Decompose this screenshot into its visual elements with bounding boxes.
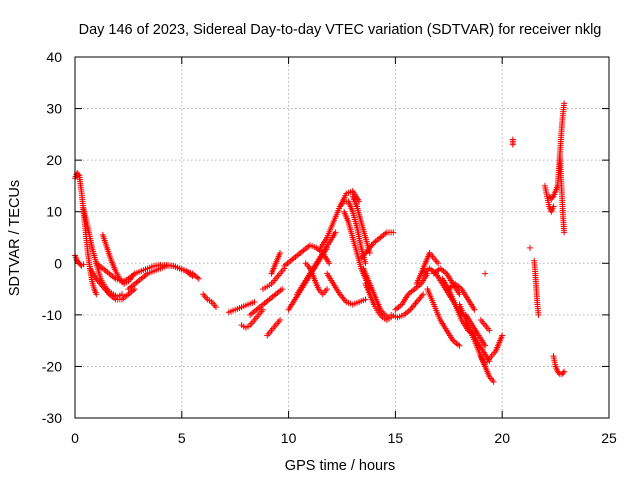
- x-tick-label: 5: [178, 430, 186, 446]
- data-point-marker: [195, 275, 202, 282]
- plot-frame: [74, 56, 610, 419]
- data-point-marker: [131, 286, 138, 293]
- series-arc-27: [358, 229, 397, 262]
- y-tick-label: 20: [46, 152, 62, 168]
- data-point-marker: [75, 171, 82, 178]
- data-point-marker: [362, 260, 369, 267]
- series-arc-39: [462, 311, 489, 349]
- series-arc-37: [445, 280, 478, 313]
- data-point-marker: [362, 296, 369, 303]
- series-arc-10: [163, 262, 196, 280]
- data-point-marker: [550, 203, 557, 210]
- data-point-marker: [561, 229, 568, 236]
- grid-lines: [75, 57, 609, 418]
- series-arc-35: [430, 265, 463, 298]
- series-arc-49: [546, 182, 561, 202]
- x-tick-label: 20: [494, 430, 510, 446]
- data-point-marker: [279, 286, 286, 293]
- series-arc-28: [360, 265, 392, 321]
- tick-labels: 0 5 10 15 20 25 -30 -20 -10 0 10 20 30 40: [42, 49, 617, 446]
- series-arc-13: [238, 306, 266, 331]
- series-arc-50: [550, 353, 568, 378]
- y-tick-label: -20: [42, 358, 62, 374]
- data-point-marker: [486, 327, 493, 334]
- data-point-marker: [277, 249, 284, 256]
- data-point-marker: [499, 332, 506, 339]
- data-point-marker: [535, 311, 542, 318]
- series-arc-16: [264, 317, 284, 339]
- y-tick-label: -30: [42, 410, 62, 426]
- data-point-marker: [482, 270, 489, 277]
- series-arc-34: [424, 286, 463, 349]
- data-point-marker: [561, 100, 568, 107]
- y-tick-label: 10: [46, 204, 62, 220]
- series-arc-52: [556, 151, 568, 236]
- data-point-marker: [118, 291, 125, 298]
- x-tick-label: 25: [601, 430, 617, 446]
- series-arc-14: [247, 286, 286, 318]
- x-tick-label: 0: [71, 430, 79, 446]
- series-arc-47: [531, 257, 542, 318]
- data-point-marker: [456, 291, 463, 298]
- data-point-marker: [277, 317, 284, 324]
- y-tick-label: -10: [42, 307, 62, 323]
- series-arc-26: [349, 193, 373, 256]
- series-arc-21: [302, 260, 331, 298]
- data-point-marker: [332, 229, 339, 236]
- data-point-marker: [189, 273, 196, 280]
- data-point-marker: [435, 260, 442, 267]
- series-arc-24: [336, 198, 369, 267]
- data-point-marker: [526, 244, 533, 251]
- data-point-marker: [259, 306, 266, 313]
- data-point-marker: [80, 261, 87, 268]
- series-arc-03: [86, 265, 138, 303]
- y-tick-label: 30: [46, 101, 62, 117]
- data-point-marker: [561, 368, 568, 375]
- y-tick-label: 0: [54, 255, 62, 271]
- data-point-marker: [420, 291, 427, 298]
- data-point-marker: [251, 298, 258, 305]
- x-tick-label: 10: [281, 430, 297, 446]
- y-tick-label: 40: [46, 49, 62, 65]
- data-point-marker: [390, 229, 397, 236]
- data-point-marker: [560, 369, 567, 376]
- series-arc-42: [484, 332, 506, 365]
- series-arc-23: [324, 270, 369, 308]
- series-arc-44: [482, 270, 489, 277]
- data-point-marker: [324, 286, 331, 293]
- data-point-marker: [471, 306, 478, 313]
- data-point-marker: [490, 378, 497, 385]
- series-arc-11: [200, 291, 219, 311]
- data-point-marker: [212, 304, 219, 311]
- series-arc-01: [72, 170, 100, 298]
- series-arc-41: [477, 353, 497, 385]
- series-arc-12: [225, 298, 258, 316]
- data-point-marker: [326, 260, 333, 267]
- data-point-marker: [456, 342, 463, 349]
- data-markers: [72, 100, 568, 385]
- series-arc-20: [294, 229, 339, 298]
- data-point-marker: [549, 194, 556, 201]
- data-point-marker: [482, 342, 489, 349]
- series-arc-02: [80, 206, 125, 300]
- series-arc-30: [388, 291, 427, 321]
- series-arc-17: [268, 249, 284, 277]
- x-tick-label: 15: [388, 430, 404, 446]
- series-arc-46: [526, 244, 533, 251]
- series-arc-31: [392, 270, 431, 313]
- series-arc-32: [413, 249, 442, 287]
- series-arc-06: [93, 260, 138, 285]
- chart-title: Day 146 of 2023, Sidereal Day-to-day VTE…: [79, 22, 602, 38]
- data-point-marker: [93, 291, 100, 298]
- data-point-marker: [509, 141, 516, 148]
- series-arc-45: [509, 136, 516, 148]
- series-arc-43: [477, 317, 493, 334]
- y-axis-label: SDTVAR / TECUs: [7, 180, 23, 296]
- series-arc-18: [281, 242, 333, 269]
- x-axis-label: GPS time / hours: [285, 458, 395, 474]
